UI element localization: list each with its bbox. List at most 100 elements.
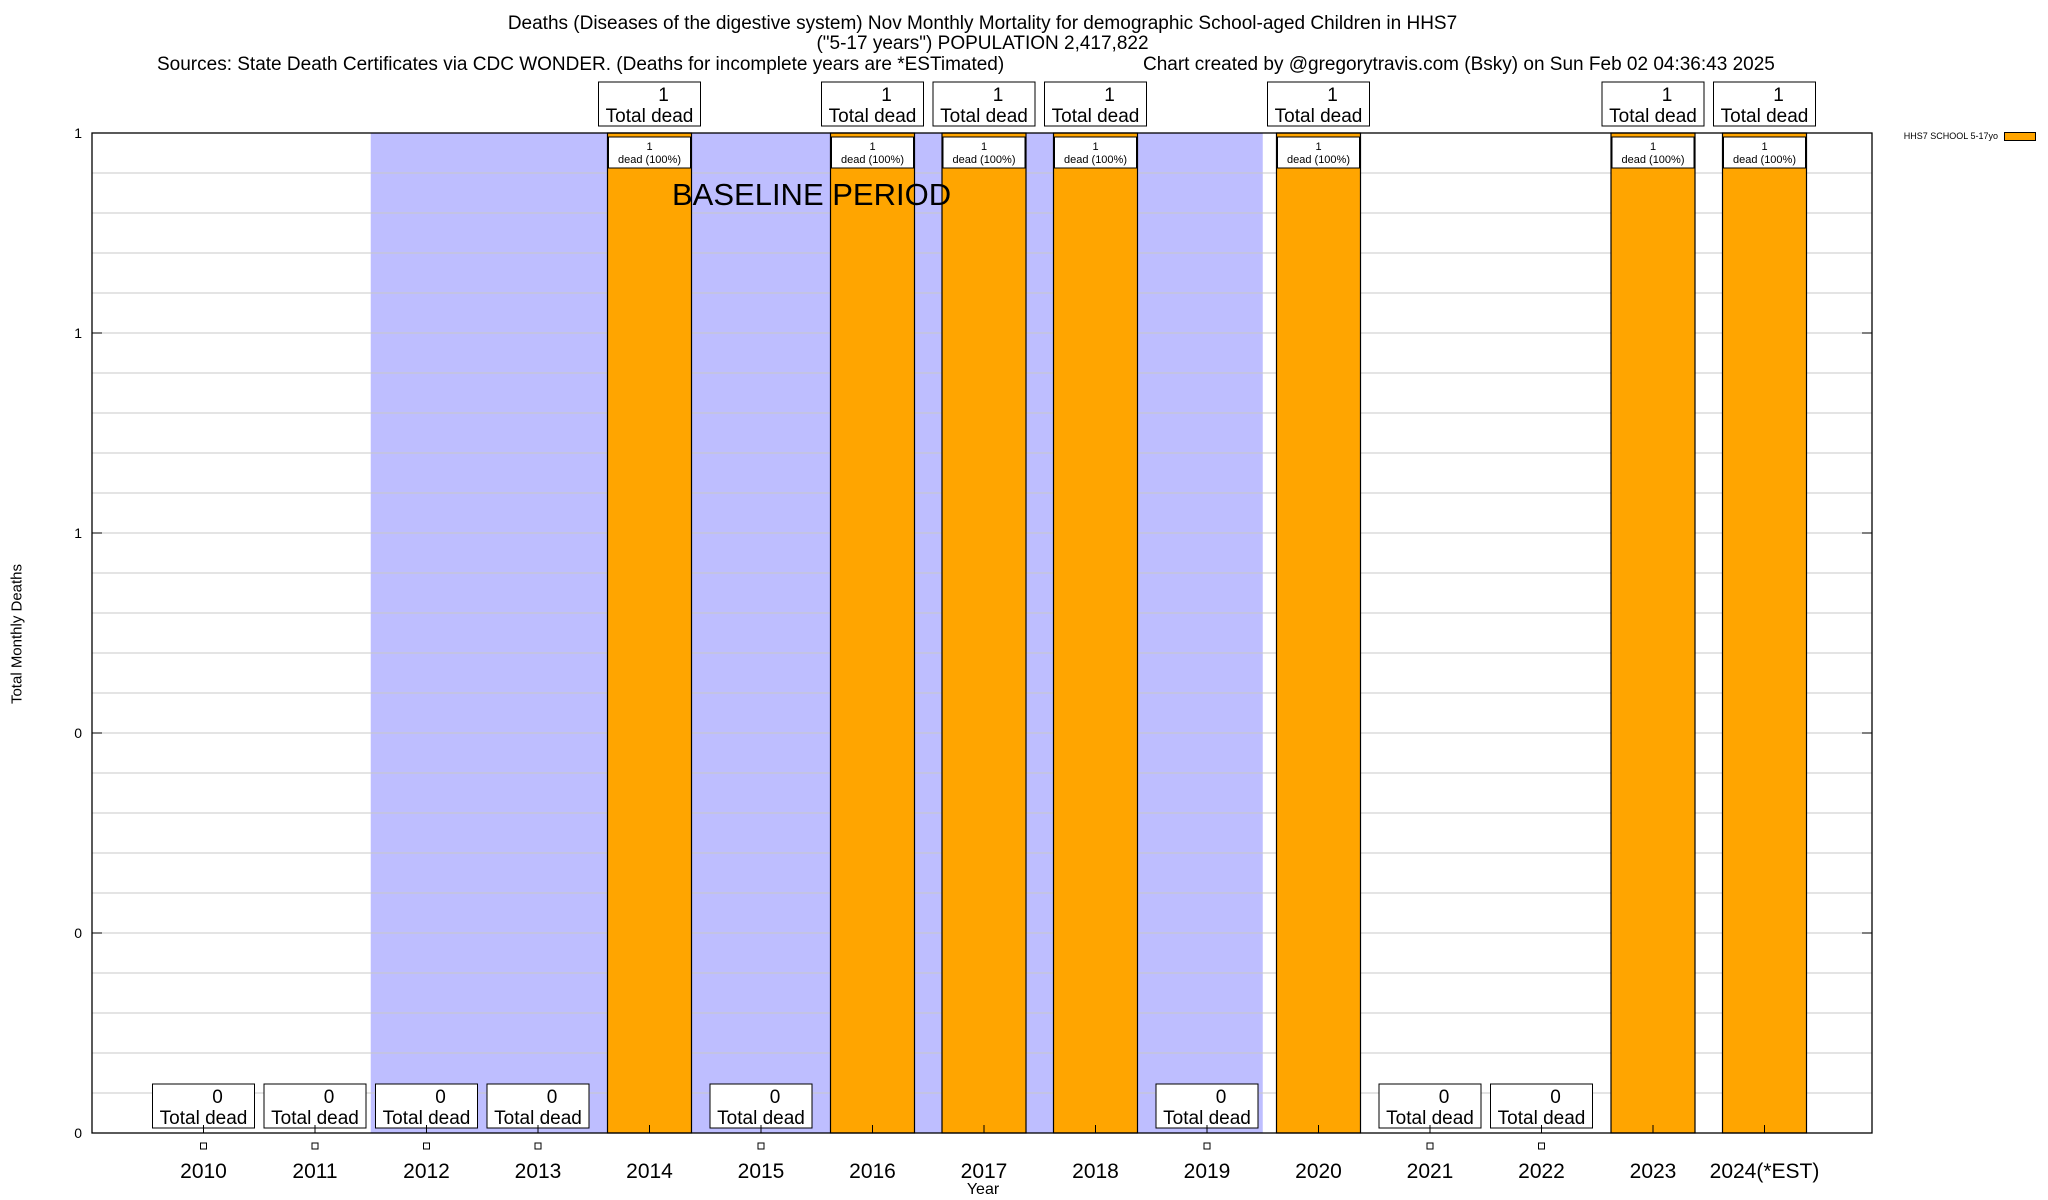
bar-label-box xyxy=(1277,136,1360,169)
total-label-box xyxy=(932,81,1036,127)
zero-marker xyxy=(1426,1142,1434,1150)
bar-label-text: dead (100%) xyxy=(1622,154,1685,166)
bar-label-box xyxy=(608,136,691,169)
total-label-text: Total dead xyxy=(1275,106,1363,127)
bar-label-box xyxy=(1054,136,1137,169)
zero-marker xyxy=(1203,1142,1211,1150)
total-label-value: 0 xyxy=(1216,1087,1227,1108)
y-tick-label: 1 xyxy=(74,325,82,341)
x-tick-label: 2024(*EST) xyxy=(1710,1160,1820,1183)
x-tick-label: 2014 xyxy=(626,1160,673,1183)
zero-marker xyxy=(423,1142,430,1150)
total-label-text: Total dead xyxy=(829,106,917,127)
zero-marker xyxy=(757,1142,765,1150)
bar-label-text: dead (100%) xyxy=(841,154,904,166)
bar xyxy=(1610,132,1696,1134)
y-tick-label: 0 xyxy=(74,925,82,941)
legend: HHS7 SCHOOL 5-17yo xyxy=(1904,131,2036,141)
y-tick-label: 1 xyxy=(74,525,82,541)
bar-label-box xyxy=(942,136,1026,169)
total-label-value: 0 xyxy=(1439,1087,1450,1108)
total-label-value: 1 xyxy=(658,85,669,106)
x-tick-label: 2018 xyxy=(1072,1160,1119,1183)
y-tick-label: 1 xyxy=(74,125,82,141)
y-axis-label: Total Monthly Deaths xyxy=(8,563,26,705)
total-label-value: 1 xyxy=(1104,85,1115,106)
total-label-value: 1 xyxy=(993,85,1004,106)
total-label-value: 0 xyxy=(1550,1087,1561,1108)
bar xyxy=(941,132,1027,1134)
bar-label-text: dead (100%) xyxy=(1064,154,1127,166)
chart-subtitle: ("5-17 years") POPULATION 2,417,822 xyxy=(816,33,1149,54)
legend-label: HHS7 SCHOOL 5-17yo xyxy=(1903,131,1998,141)
bar-label-value: 1 xyxy=(981,141,987,153)
total-label-box xyxy=(598,81,701,127)
chart-credit: Chart created by @gregorytravis.com (Bsk… xyxy=(1143,54,1775,75)
total-label-box xyxy=(1378,1083,1482,1129)
total-label-box xyxy=(152,1083,255,1129)
total-label-value: 1 xyxy=(1662,85,1673,106)
total-label-value: 0 xyxy=(435,1087,446,1108)
zero-marker xyxy=(1538,1142,1545,1150)
bar xyxy=(829,132,916,1134)
x-tick-label: 2017 xyxy=(961,1160,1008,1183)
total-label-box xyxy=(821,81,924,127)
total-label-value: 0 xyxy=(547,1087,558,1108)
x-tick-label: 2013 xyxy=(515,1160,562,1183)
total-label-text: Total dead xyxy=(1609,106,1697,127)
total-label-text: Total dead xyxy=(1052,106,1140,127)
bar-label-value: 1 xyxy=(1650,141,1656,153)
bar-label-text: dead (100%) xyxy=(1733,154,1796,166)
x-tick-label: 2022 xyxy=(1518,1160,1565,1183)
total-label-value: 1 xyxy=(881,85,892,106)
total-label-text: Total dead xyxy=(1163,1108,1251,1129)
y-tick-label: 0 xyxy=(74,1125,82,1141)
total-label-text: Total dead xyxy=(494,1108,582,1129)
x-tick-label: 2020 xyxy=(1295,1160,1342,1183)
bar xyxy=(1721,132,1808,1134)
x-axis-label: Year xyxy=(966,1181,1000,1198)
bar-label-text: dead (100%) xyxy=(1287,154,1350,166)
x-tick-label: 2010 xyxy=(180,1160,227,1183)
total-label-value: 0 xyxy=(212,1087,223,1108)
total-label-box xyxy=(1044,81,1147,127)
total-label-text: Total dead xyxy=(1386,1108,1474,1129)
plot-border xyxy=(91,132,1873,1134)
bar-label-value: 1 xyxy=(1315,141,1321,153)
bar-label-value: 1 xyxy=(869,141,875,153)
bar-label-value: 1 xyxy=(1092,141,1098,153)
x-tick-label: 2012 xyxy=(403,1160,450,1183)
bar xyxy=(1275,132,1362,1134)
total-label-box xyxy=(1713,81,1816,127)
total-label-box xyxy=(1267,81,1370,127)
total-label-box xyxy=(1601,81,1705,127)
x-tick-label: 2021 xyxy=(1407,1160,1454,1183)
legend-swatch xyxy=(2004,131,2036,141)
bar-label-text: dead (100%) xyxy=(618,154,681,166)
zero-marker xyxy=(534,1142,542,1150)
bar xyxy=(606,132,693,1134)
bar-label-text: dead (100%) xyxy=(953,154,1016,166)
bar-label-box xyxy=(1723,136,1806,169)
x-tick-label: 2011 xyxy=(292,1160,337,1183)
total-label-value: 1 xyxy=(1773,85,1784,106)
zero-marker xyxy=(200,1142,207,1150)
total-label-box xyxy=(375,1083,478,1129)
baseline-period-label: BASELINE PERIOD xyxy=(672,177,951,212)
chart-title: Deaths (Diseases of the digestive system… xyxy=(507,13,1458,34)
total-label-value: 0 xyxy=(324,1087,335,1108)
total-label-text: Total dead xyxy=(271,1108,359,1129)
total-label-text: Total dead xyxy=(160,1108,248,1129)
total-label-text: Total dead xyxy=(940,106,1028,127)
x-tick-label: 2016 xyxy=(849,1160,896,1183)
total-label-text: Total dead xyxy=(1721,106,1809,127)
bar-label-value: 1 xyxy=(1761,141,1767,153)
total-label-text: Total dead xyxy=(717,1108,805,1129)
total-label-text: Total dead xyxy=(1498,1108,1586,1129)
x-tick-label: 2019 xyxy=(1184,1160,1231,1183)
zero-marker xyxy=(311,1142,319,1150)
bar xyxy=(1052,132,1139,1134)
total-label-value: 1 xyxy=(1327,85,1338,106)
total-label-box xyxy=(263,1083,367,1129)
